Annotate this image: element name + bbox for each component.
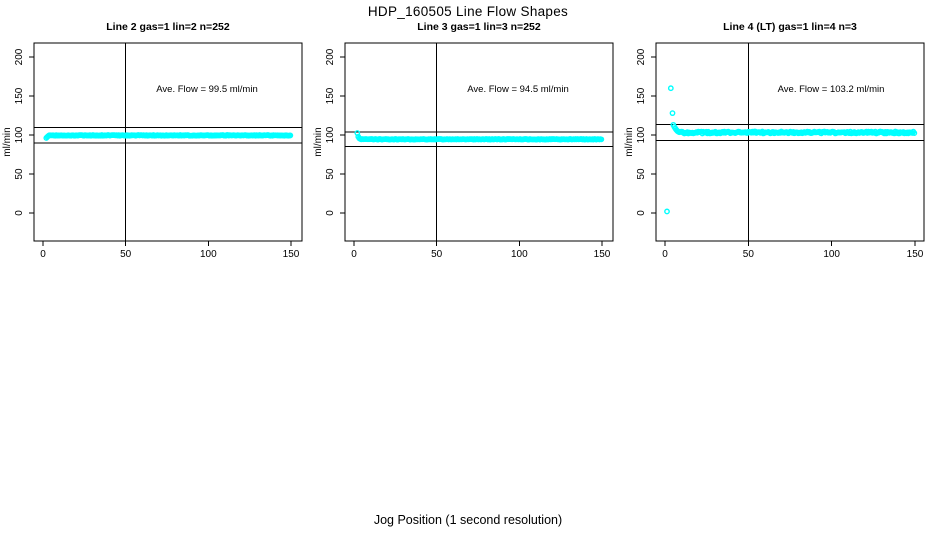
y-tick-label: 0 [636,210,647,216]
panel-title-line4: Line 4 (LT) gas=1 lin=4 n=3 [723,21,857,33]
ave-flow-annotation-line2: Ave. Flow = 99.5 ml/min [156,84,258,95]
flow-data-point [664,208,670,215]
panel-3 [651,42,925,246]
panel-1 [29,42,303,246]
flow-data-point [669,110,676,117]
y-tick-label: 100 [325,126,336,144]
x-tick-label: 50 [742,249,754,260]
y-tick-label: 0 [14,210,25,216]
x-tick-label: 0 [351,249,357,260]
panel-title-line3: Line 3 gas=1 lin=3 n=252 [417,21,541,33]
plot-box [33,42,303,242]
ave-flow-annotation-line3: Ave. Flow = 94.5 ml/min [467,84,569,95]
y-tick-label: 200 [325,48,336,66]
x-tick-label: 100 [199,249,217,260]
y-axis-title: ml/min [313,127,324,157]
x-tick-label: 50 [120,249,132,260]
x-axis-label: Jog Position (1 second resolution) [373,513,563,527]
y-axis-title: ml/min [624,127,635,157]
y-tick-label: 0 [325,210,336,216]
panel-title-line2: Line 2 gas=1 lin=2 n=252 [106,21,230,33]
x-tick-label: 150 [282,249,300,260]
x-tick-label: 0 [662,249,668,260]
y-tick-label: 150 [14,87,25,105]
x-tick-label: 100 [823,249,840,260]
ave-flow-annotation-line4: Ave. Flow = 103.2 ml/min [777,84,885,95]
y-tick-label: 100 [14,126,25,144]
x-tick-label: 0 [40,249,46,260]
x-tick-label: 150 [906,249,924,260]
y-tick-label: 150 [325,87,336,105]
y-tick-label: 50 [636,168,647,180]
panel-2 [340,42,614,246]
plot-box [344,42,614,242]
y-tick-label: 50 [14,168,25,180]
plot-box [655,42,925,242]
flow-data-point [667,85,674,92]
flow-data-point [911,130,918,136]
y-axis-title: ml/min [2,127,13,157]
y-tick-label: 50 [325,168,336,180]
flow-data-point [287,132,294,139]
y-tick-label: 200 [636,48,647,66]
y-tick-label: 100 [636,126,647,144]
y-tick-label: 150 [636,87,647,105]
x-tick-label: 150 [593,249,611,260]
flow-data-point [598,136,605,143]
x-tick-label: 100 [510,249,528,260]
figure-title: HDP_160505 Line Flow Shapes [367,4,569,19]
x-tick-label: 50 [431,249,443,260]
y-tick-label: 200 [14,48,25,66]
